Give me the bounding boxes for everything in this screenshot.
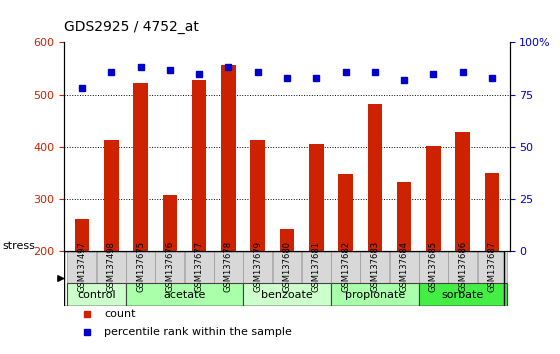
Bar — [192, 80, 207, 251]
Bar — [309, 144, 324, 251]
Text: GDS2925 / 4752_at: GDS2925 / 4752_at — [64, 19, 199, 34]
Bar — [448, 251, 477, 283]
Text: acetate: acetate — [164, 290, 206, 300]
Text: GSM137675: GSM137675 — [136, 241, 145, 292]
Text: GSM137683: GSM137683 — [370, 241, 379, 292]
Text: GSM137678: GSM137678 — [224, 241, 233, 292]
Bar — [221, 65, 236, 251]
Text: GSM137682: GSM137682 — [341, 241, 350, 292]
Bar — [419, 283, 507, 306]
Bar — [361, 251, 389, 283]
Bar — [397, 182, 412, 251]
Text: control: control — [77, 290, 116, 300]
Bar — [74, 219, 89, 251]
Text: GSM137497: GSM137497 — [77, 241, 86, 292]
Bar — [478, 251, 507, 283]
Bar — [67, 251, 96, 283]
Bar — [302, 251, 331, 283]
Text: benzoate: benzoate — [261, 290, 313, 300]
Bar — [455, 132, 470, 251]
Bar — [104, 140, 119, 251]
Bar — [338, 173, 353, 251]
Bar — [331, 251, 360, 283]
Bar — [185, 251, 213, 283]
Text: GSM137679: GSM137679 — [253, 241, 262, 292]
Text: GSM137684: GSM137684 — [400, 241, 409, 292]
Bar — [126, 283, 243, 306]
Bar — [67, 283, 126, 306]
Text: percentile rank within the sample: percentile rank within the sample — [105, 327, 292, 337]
Text: GSM137687: GSM137687 — [488, 241, 497, 292]
Bar — [273, 251, 301, 283]
Bar — [390, 251, 419, 283]
Bar — [419, 251, 448, 283]
Bar — [214, 251, 243, 283]
Bar — [243, 251, 272, 283]
Bar — [485, 172, 500, 251]
Bar — [426, 146, 441, 251]
Bar — [243, 283, 331, 306]
Text: GSM137677: GSM137677 — [195, 241, 204, 292]
Text: stress: stress — [3, 241, 36, 251]
Text: GSM137680: GSM137680 — [282, 241, 292, 292]
Text: GSM137686: GSM137686 — [458, 241, 467, 292]
Text: GSM137681: GSM137681 — [312, 241, 321, 292]
Bar — [279, 229, 295, 251]
Text: GSM137676: GSM137676 — [165, 241, 174, 292]
Bar — [162, 195, 177, 251]
Bar — [367, 104, 382, 251]
Bar — [133, 82, 148, 251]
Text: count: count — [105, 309, 136, 319]
Text: propionate: propionate — [345, 290, 405, 300]
Text: GSM137685: GSM137685 — [429, 241, 438, 292]
Text: GSM137498: GSM137498 — [107, 241, 116, 292]
Bar — [126, 251, 155, 283]
Bar — [155, 251, 184, 283]
Text: sorbate: sorbate — [442, 290, 484, 300]
Bar — [97, 251, 126, 283]
Bar — [250, 140, 265, 251]
Bar — [331, 283, 419, 306]
